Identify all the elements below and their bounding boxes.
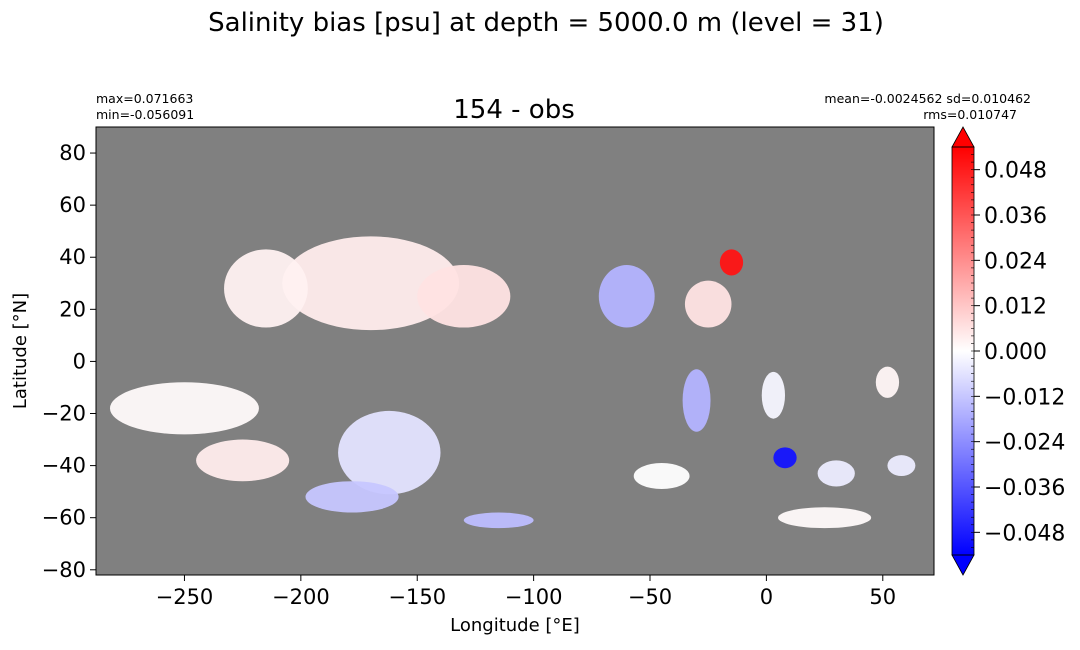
stat-rms: rms=0.010747 [923, 107, 1017, 122]
x-axis: −250 −200 −150 −100 −50 0 50 [156, 575, 896, 609]
colorbar-tick-label: 0.000 [984, 340, 1047, 365]
y-tick-label: −80 [42, 558, 86, 582]
colorbar-extend-max [951, 126, 975, 148]
x-tick-label: −150 [388, 585, 446, 609]
x-tick-label: −200 [272, 585, 330, 609]
y-tick-label: −60 [42, 506, 86, 530]
y-axis: −80 −60 −40 −20 0 20 40 60 80 [42, 141, 96, 582]
colorbar-ticks: −0.048 −0.036 −0.024 −0.012 0.000 0.012 0.024 0… [971, 146, 1065, 556]
colorbar-tick-label: −0.024 [984, 431, 1065, 456]
bias-region-north-american-basin [598, 265, 655, 328]
panel-title: 154 - obs [453, 95, 575, 125]
y-tick-label: 0 [73, 349, 86, 373]
y-tick-label: 80 [59, 141, 86, 165]
bias-region-pacific-south-west [109, 382, 259, 435]
colorbar-tick-label: 0.036 [984, 204, 1047, 229]
bias-region-mozambique-basin [817, 460, 855, 487]
plot-area [95, 126, 935, 576]
bias-region-south-pacific-central [338, 410, 441, 495]
y-tick-label: 40 [59, 245, 86, 269]
bias-region-north-pacific-west [224, 249, 308, 328]
colorbar-tick-label: −0.036 [984, 476, 1065, 501]
colorbar-tick-label: 0.048 [984, 159, 1047, 184]
y-tick-label: −40 [42, 454, 86, 478]
bias-region-south-pacific-deep [305, 481, 399, 513]
bias-region-somali-basin [875, 366, 900, 398]
x-tick-label: −50 [628, 585, 672, 609]
colorbar-tick-label: −0.012 [984, 385, 1065, 410]
colorbar: −0.048 −0.036 −0.024 −0.012 0.000 0.012 0.024 0… [951, 126, 1065, 576]
bias-region-canary-basin [684, 280, 732, 328]
bias-region-argentine-basin [633, 463, 690, 490]
y-tick-label: −20 [42, 402, 86, 426]
figure-suptitle: Salinity bias [psu] at depth = 5000.0 m … [208, 8, 884, 38]
colorbar-tick-label: 0.024 [984, 249, 1047, 274]
bias-region-bellingshausen [463, 512, 534, 529]
y-axis-label: Latitude [°N] [10, 293, 31, 409]
bias-region-north-pacific-east [417, 265, 511, 328]
stat-max: max=0.071663 [96, 91, 193, 106]
bias-regions [109, 236, 916, 529]
x-axis-label: Longitude [°E] [450, 615, 580, 636]
colorbar-gradient [952, 147, 974, 555]
x-tick-label: −100 [505, 585, 563, 609]
bias-region-crozet-basin [887, 455, 916, 477]
bias-region-north-pacific [282, 236, 460, 331]
stat-min: min=-0.056091 [96, 107, 194, 122]
bias-region-angola-basin [761, 371, 786, 419]
y-tick-label: 20 [59, 297, 86, 321]
colorbar-tick-label: −0.048 [984, 521, 1065, 546]
bias-region-brazil-basin [682, 369, 711, 432]
bias-region-tasman [196, 439, 290, 482]
bias-region-cape-basin [773, 447, 797, 469]
x-tick-label: 0 [760, 585, 773, 609]
bias-region-iberian-plain [719, 249, 744, 276]
colorbar-tick-label: 0.012 [984, 295, 1047, 320]
bias-region-weddell-sea [778, 507, 872, 529]
colorbar-extend-min [951, 554, 975, 576]
x-tick-label: 50 [869, 585, 896, 609]
plot-frame [95, 126, 935, 576]
y-tick-label: 60 [59, 193, 86, 217]
plot-background [96, 127, 934, 575]
stat-mean-sd: mean=-0.0024562 sd=0.010462 [824, 91, 1031, 106]
x-tick-label: −250 [156, 585, 214, 609]
